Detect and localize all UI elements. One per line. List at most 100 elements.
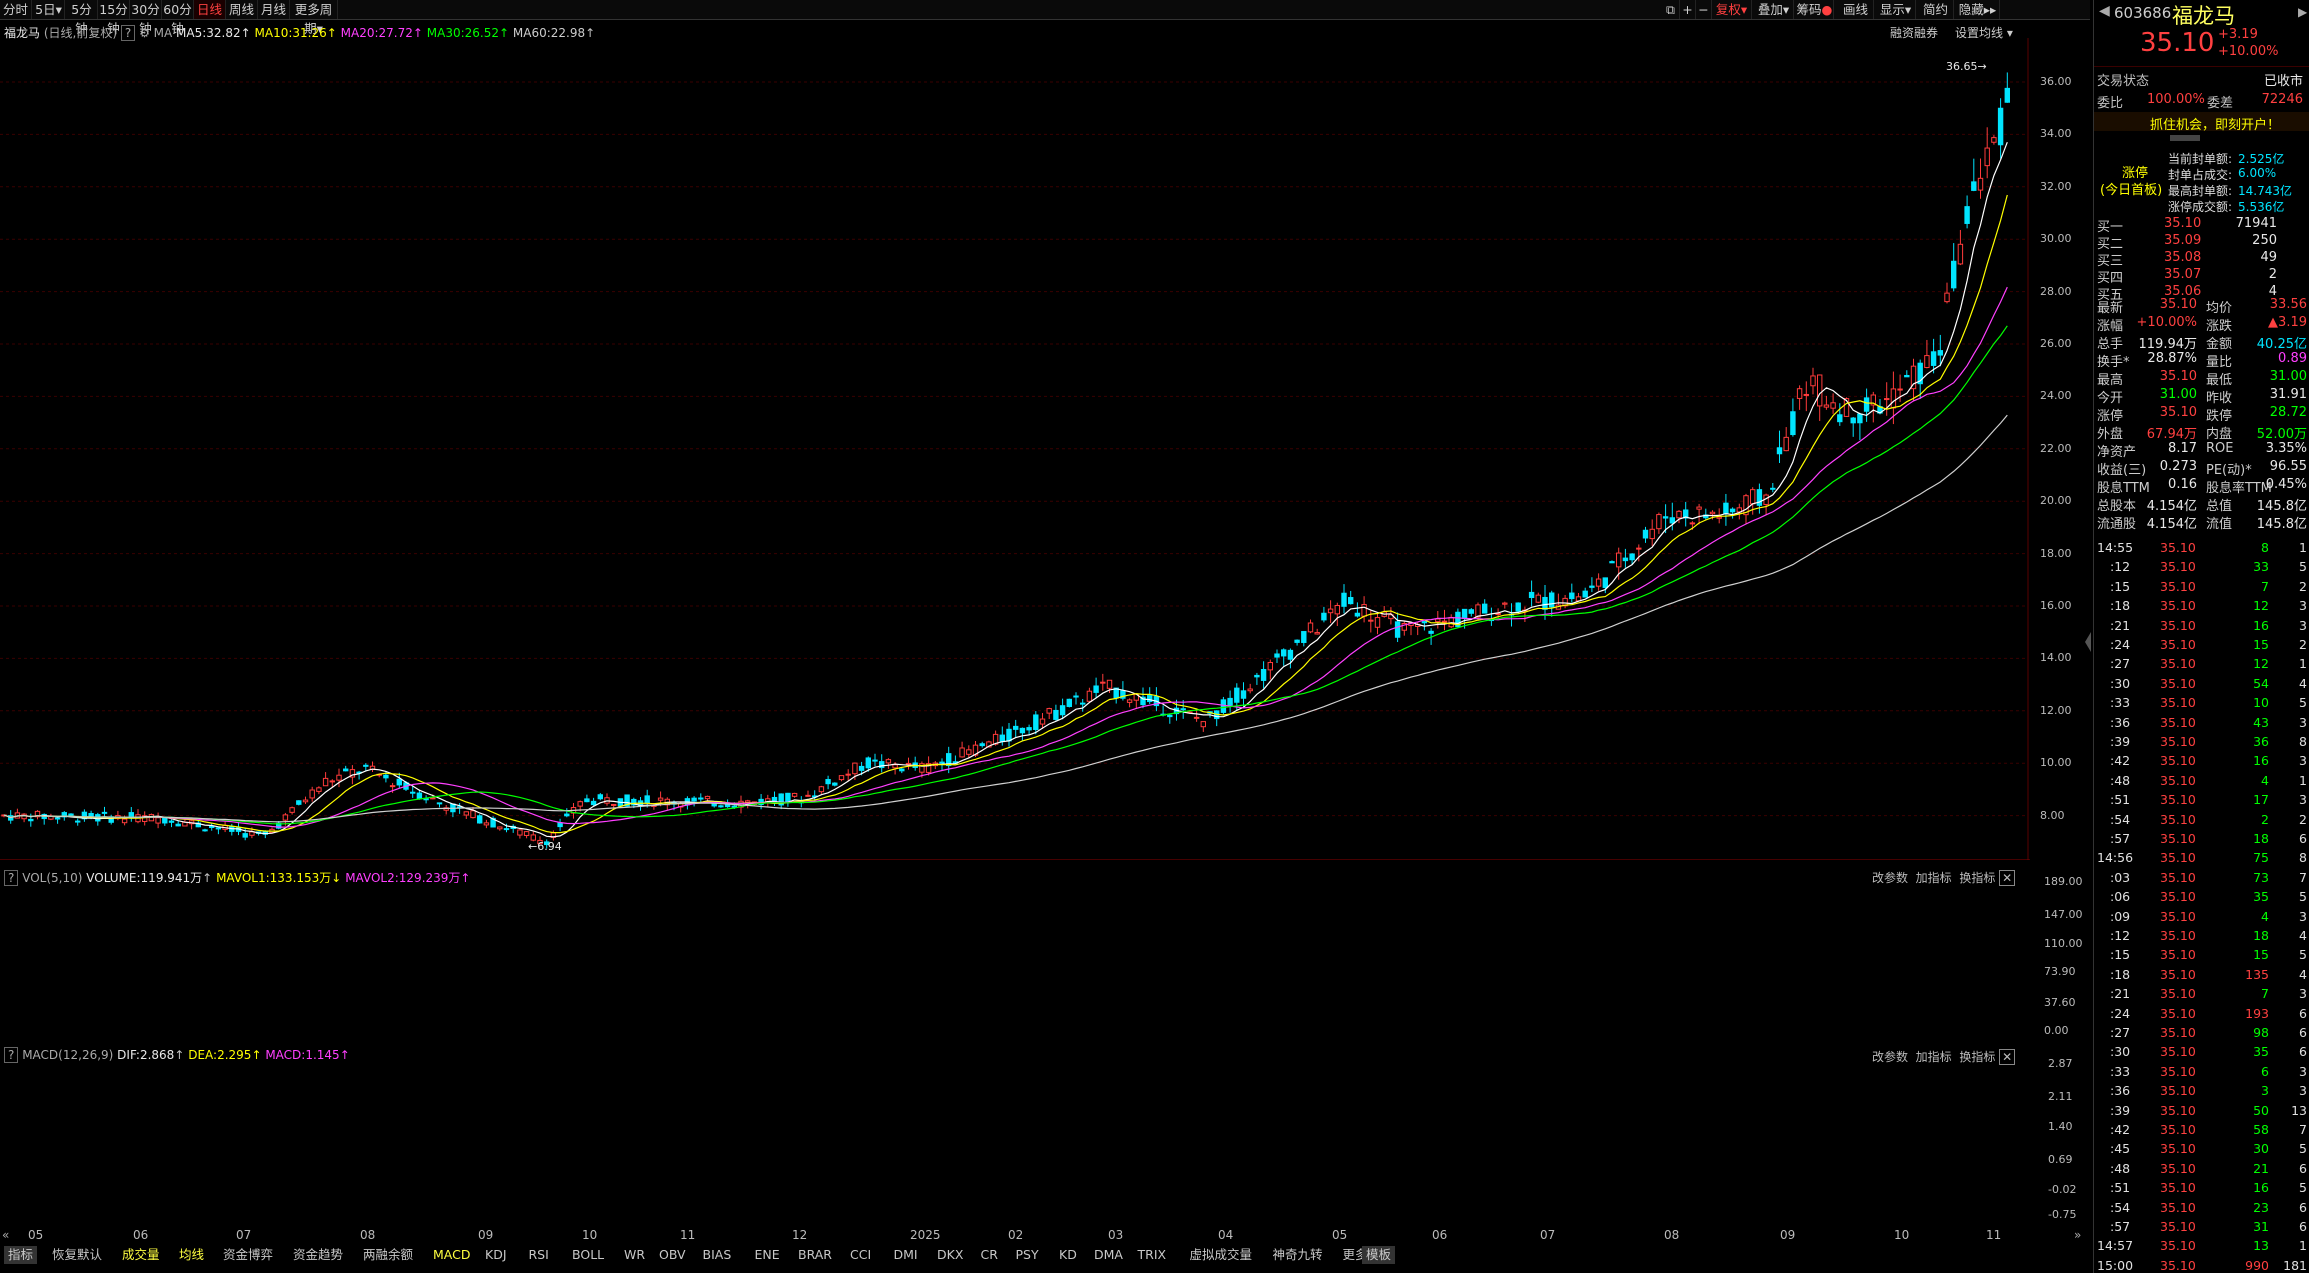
next-stock-icon[interactable]: ▶ <box>2298 5 2308 19</box>
candle <box>1683 501 1689 527</box>
candle <box>302 796 309 804</box>
vol-help-icon[interactable]: ? <box>4 870 19 886</box>
limit-stat-value: 14.743亿 <box>2238 184 2292 198</box>
tab-11[interactable]: WR <box>624 1247 646 1262</box>
candle <box>1066 698 1072 708</box>
macd-switch-indicator[interactable]: 换指标 <box>1959 1050 1996 1064</box>
hide-button[interactable]: 隐藏▸▸ <box>1956 0 2000 19</box>
tick-volume: 73 <box>2253 869 2269 885</box>
candle <box>1147 687 1153 704</box>
tab-4[interactable]: 资金博弈 <box>223 1247 274 1262</box>
candle <box>1602 577 1608 594</box>
bid-price[interactable]: 35.09 <box>2164 233 2202 248</box>
tab-17[interactable]: DMI <box>893 1247 918 1262</box>
period-30min[interactable]: 30分钟 <box>130 0 162 36</box>
candle <box>81 809 88 822</box>
candle <box>1944 282 1950 304</box>
tick-count: 7 <box>2299 1122 2307 1137</box>
period-5day[interactable]: 5日▾ <box>33 0 65 19</box>
tick-price: 35.10 <box>2160 1044 2196 1060</box>
gear-icon[interactable]: ⚙ <box>139 26 150 40</box>
tab-3[interactable]: 均线 <box>179 1247 205 1262</box>
macd-edit-params[interactable]: 改参数 <box>1872 1050 1909 1064</box>
candle <box>1093 677 1099 699</box>
tick-time: :12 <box>2110 559 2131 575</box>
screenshot-icon[interactable]: ⧉ <box>1662 0 1680 19</box>
display-button[interactable]: 显示▾ <box>1876 0 1916 19</box>
period-daily[interactable]: 日线 <box>194 0 226 19</box>
candle <box>28 813 34 827</box>
candle <box>54 817 61 824</box>
tab-8[interactable]: KDJ <box>485 1247 507 1262</box>
tab-13[interactable]: BIAS <box>702 1247 732 1262</box>
tab-20[interactable]: PSY <box>1015 1247 1039 1262</box>
bid-price[interactable]: 35.07 <box>2164 267 2202 282</box>
promo-banner[interactable]: 抓住机会，即刻开户！ <box>2150 118 2281 133</box>
tab-18[interactable]: DKX <box>937 1247 964 1262</box>
tab-21[interactable]: KD <box>1059 1247 1077 1262</box>
sidebar-toggle-icon[interactable] <box>2084 630 2092 654</box>
tab-7[interactable]: MACD <box>433 1247 471 1262</box>
prev-stock-icon[interactable]: ◀ <box>2099 3 2110 19</box>
margin-link[interactable]: 融资融券 <box>1890 26 1939 40</box>
tab-19[interactable]: CR <box>980 1247 998 1262</box>
candle <box>1723 493 1729 526</box>
draw-line-button[interactable]: 画线 <box>1838 0 1874 19</box>
candlestick-chart[interactable] <box>0 38 2030 860</box>
zoom-in-icon[interactable]: + <box>1680 0 1696 19</box>
period-more[interactable]: 更多周期▾ <box>290 0 338 36</box>
period-fenshi[interactable]: 分时 <box>0 0 32 19</box>
tab-5[interactable]: 资金趋势 <box>293 1247 344 1262</box>
overlay-button[interactable]: 叠加▾ <box>1754 0 1794 19</box>
tab-23[interactable]: TRIX <box>1137 1247 1167 1262</box>
period-15min[interactable]: 15分钟 <box>98 0 130 36</box>
vol-add-indicator[interactable]: 加指标 <box>1915 871 1952 885</box>
tab-24[interactable]: 虚拟成交量 <box>1189 1247 1253 1262</box>
tab-27[interactable]: 模板 <box>1362 1246 1396 1264</box>
tab-9[interactable]: RSI <box>528 1247 549 1262</box>
period-weekly[interactable]: 周线 <box>226 0 258 19</box>
quote-label: 量比 <box>2206 355 2233 370</box>
tab-12[interactable]: OBV <box>659 1247 686 1262</box>
candle <box>1080 699 1086 712</box>
tick-volume: 135 <box>2245 966 2269 982</box>
period-60min[interactable]: 60分钟 <box>162 0 194 36</box>
scroll-left-icon[interactable]: « <box>2 1228 10 1242</box>
set-ma-link[interactable]: 设置均线 ▾ <box>1955 26 2013 40</box>
candle <box>48 813 54 821</box>
fuquan-button[interactable]: 复权▾ <box>1712 0 1752 19</box>
chips-button[interactable]: 筹码● <box>1796 0 1834 19</box>
tab-10[interactable]: BOLL <box>572 1247 605 1262</box>
tick-count: 6 <box>2299 1160 2307 1176</box>
tab-2[interactable]: 成交量 <box>122 1247 160 1262</box>
tab-22[interactable]: DMA <box>1094 1247 1123 1262</box>
vol-close-icon[interactable]: ✕ <box>1999 870 2016 886</box>
candle <box>912 756 918 771</box>
help-icon[interactable]: ? <box>120 25 136 41</box>
vol-edit-params[interactable]: 改参数 <box>1872 871 1909 885</box>
zoom-out-icon[interactable]: − <box>1696 0 1712 19</box>
tab-14[interactable]: ENE <box>754 1247 780 1262</box>
tab-15[interactable]: BRAR <box>798 1247 832 1262</box>
macd-help-icon[interactable]: ? <box>4 1047 19 1063</box>
tick-price: 35.10 <box>2160 734 2196 749</box>
tab-16[interactable]: CCI <box>850 1247 872 1262</box>
macd-close-icon[interactable]: ✕ <box>1999 1049 2016 1065</box>
tab-0[interactable]: 指标 <box>4 1246 38 1264</box>
collapse-handle[interactable] <box>2170 135 2200 141</box>
simple-button[interactable]: 简约 <box>1918 0 1954 19</box>
tick-price: 35.10 <box>2160 675 2196 691</box>
tick-time: :57 <box>2110 831 2131 846</box>
macd-add-indicator[interactable]: 加指标 <box>1915 1050 1952 1064</box>
period-5min[interactable]: 5分钟 <box>66 0 98 36</box>
tab-6[interactable]: 两融余额 <box>363 1247 414 1262</box>
vol-switch-indicator[interactable]: 换指标 <box>1959 871 1996 885</box>
period-monthly[interactable]: 月线 <box>258 0 290 19</box>
tab-25[interactable]: 神奇九转 <box>1272 1247 1323 1262</box>
bid-price[interactable]: 35.10 <box>2164 216 2202 231</box>
tab-1[interactable]: 恢复默认 <box>52 1247 103 1262</box>
tick-count: 5 <box>2299 1180 2307 1196</box>
scroll-right-icon[interactable]: » <box>2074 1228 2082 1242</box>
bid-price[interactable]: 35.08 <box>2164 250 2202 265</box>
bid-price[interactable]: 35.06 <box>2164 284 2202 299</box>
